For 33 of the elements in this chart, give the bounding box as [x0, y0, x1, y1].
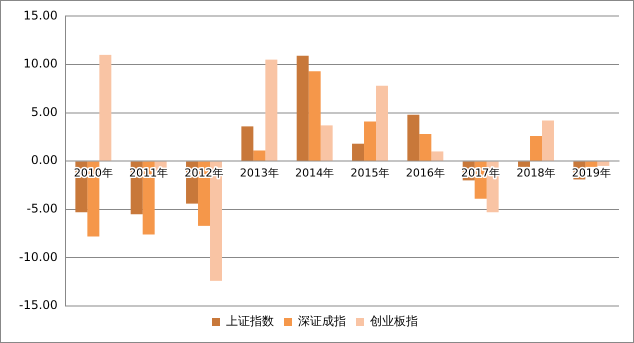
bar	[407, 114, 420, 161]
x-tick-label: 2013年	[240, 166, 279, 180]
bar	[320, 125, 333, 161]
bar	[518, 162, 530, 167]
bar	[376, 86, 388, 161]
legend-label: 创业板指	[370, 314, 418, 328]
bar	[296, 56, 309, 161]
bar	[542, 120, 554, 161]
x-tick-label: 2018年	[516, 166, 556, 180]
y-tick-label: 15.00	[23, 8, 58, 22]
bar	[530, 136, 542, 161]
bar	[265, 60, 278, 161]
bar	[364, 121, 376, 161]
bar	[308, 71, 321, 161]
y-tick-label: -10.00	[18, 250, 58, 264]
bar	[585, 162, 598, 167]
y-tick-label: 0.00	[30, 153, 58, 168]
bar	[352, 144, 364, 161]
bar	[419, 134, 432, 161]
y-tick-label: 5.00	[30, 104, 58, 119]
y-tick-label: -15.00	[18, 298, 58, 312]
bar	[99, 54, 112, 161]
legend-label: 上证指数	[226, 314, 274, 328]
x-tick-label: 2014年	[295, 166, 334, 180]
bar	[253, 150, 266, 161]
y-tick-label: -5.00	[26, 202, 58, 216]
x-tick-label: 2015年	[350, 166, 390, 180]
bar	[431, 151, 444, 161]
bar	[241, 126, 254, 161]
legend-label: 深证成指	[298, 314, 346, 328]
bar	[597, 162, 610, 166]
y-tick-label: 10.00	[23, 56, 58, 71]
x-tick-label: 2016年	[406, 166, 445, 180]
